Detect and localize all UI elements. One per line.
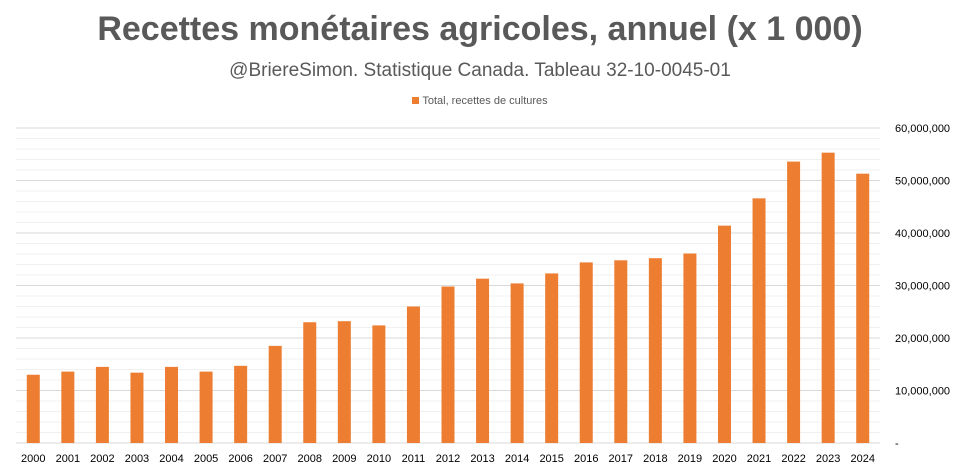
x-tick-label: 2017 bbox=[609, 453, 633, 465]
bar bbox=[26, 374, 40, 443]
bar bbox=[821, 152, 835, 444]
x-tick-label: 2022 bbox=[781, 453, 805, 465]
x-tick-label: 2013 bbox=[470, 453, 494, 465]
x-tick-label: 2012 bbox=[436, 453, 460, 465]
bar bbox=[268, 345, 282, 443]
bar bbox=[856, 173, 870, 444]
bar bbox=[752, 198, 766, 443]
bar bbox=[337, 321, 351, 443]
x-tick-label: 2006 bbox=[228, 453, 252, 465]
bar bbox=[787, 161, 801, 443]
chart-subtitle: @BriereSimon. Statistique Canada. Tablea… bbox=[229, 60, 731, 81]
x-tick-label: 2011 bbox=[402, 453, 426, 465]
bar bbox=[406, 306, 420, 443]
x-tick-label: 2009 bbox=[332, 453, 356, 465]
y-tick-label: 30,000,000 bbox=[895, 281, 950, 293]
x-tick-label: 2015 bbox=[539, 453, 563, 465]
bar bbox=[545, 273, 559, 443]
x-tick-label: 2023 bbox=[816, 453, 840, 465]
x-tick-label: 2003 bbox=[125, 453, 149, 465]
bar bbox=[234, 365, 248, 443]
bar bbox=[165, 366, 179, 443]
bar bbox=[683, 253, 697, 443]
y-tick-label: 60,000,000 bbox=[895, 123, 950, 135]
x-tick-label: 2019 bbox=[678, 453, 702, 465]
bar bbox=[717, 225, 731, 443]
bar bbox=[476, 278, 490, 443]
bar bbox=[579, 262, 593, 443]
legend-swatch bbox=[412, 96, 420, 104]
x-tick-label: 2004 bbox=[159, 453, 183, 465]
x-tick-label: 2018 bbox=[643, 453, 667, 465]
bar bbox=[61, 371, 75, 443]
x-tick-label: 2021 bbox=[747, 453, 771, 465]
bar bbox=[614, 260, 628, 443]
x-tick-label: 2014 bbox=[505, 453, 529, 465]
bar bbox=[95, 366, 109, 443]
x-tick-label: 2010 bbox=[367, 453, 391, 465]
x-tick-label: 2007 bbox=[263, 453, 287, 465]
x-tick-label: 2008 bbox=[298, 453, 322, 465]
legend: Total, recettes de cultures bbox=[0, 95, 960, 107]
y-tick-label: 10,000,000 bbox=[895, 386, 950, 398]
y-tick-label: - bbox=[895, 438, 899, 450]
x-tick-label: 2002 bbox=[90, 453, 114, 465]
bar bbox=[303, 322, 317, 443]
y-tick-label: 40,000,000 bbox=[895, 228, 950, 240]
bar bbox=[648, 258, 662, 443]
x-tick-label: 2024 bbox=[850, 453, 874, 465]
x-tick-label: 2020 bbox=[712, 453, 736, 465]
x-tick-label: 2000 bbox=[21, 453, 45, 465]
y-tick-label: 50,000,000 bbox=[895, 176, 950, 188]
chart-title: Recettes monétaires agricoles, annuel (x… bbox=[97, 10, 863, 48]
x-tick-label: 2005 bbox=[194, 453, 218, 465]
legend-label: Total, recettes de cultures bbox=[422, 95, 548, 107]
x-tick-label: 2016 bbox=[574, 453, 598, 465]
bar bbox=[372, 325, 386, 443]
bar bbox=[199, 371, 213, 443]
bar bbox=[510, 283, 524, 443]
x-tick-label: 2001 bbox=[56, 453, 80, 465]
bar bbox=[130, 372, 144, 443]
bar bbox=[441, 286, 455, 443]
y-tick-label: 20,000,000 bbox=[895, 333, 950, 345]
